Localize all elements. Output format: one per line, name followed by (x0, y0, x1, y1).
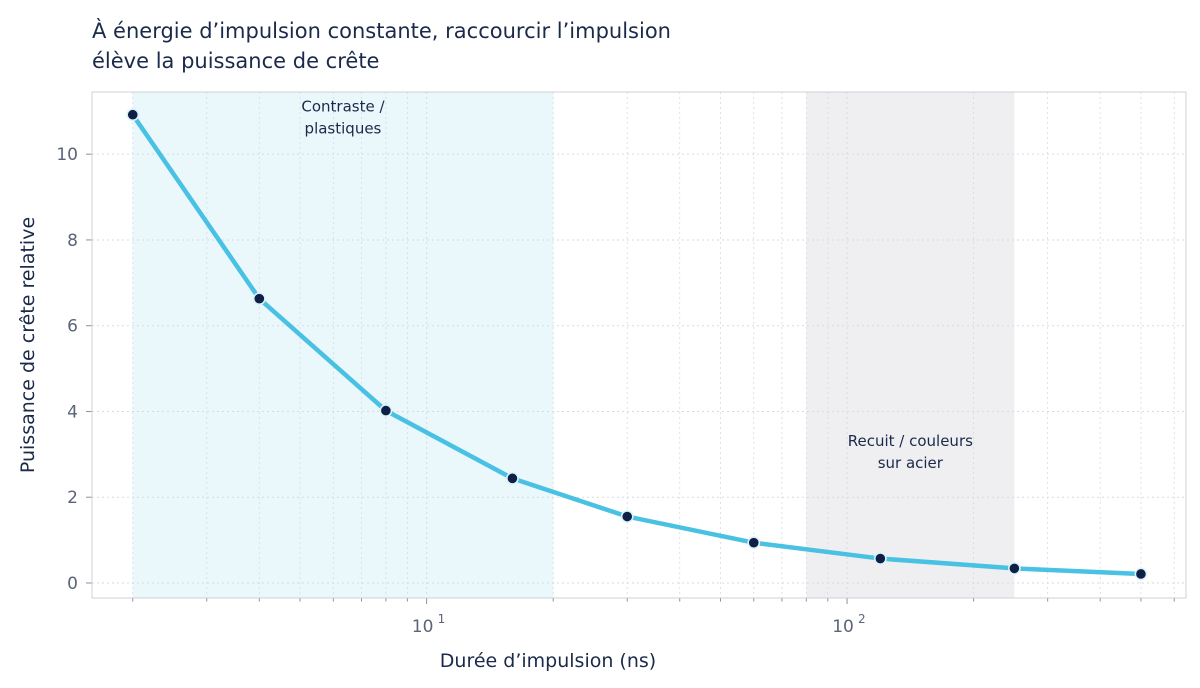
data-point (126, 108, 140, 122)
region-band-1 (806, 92, 1015, 598)
data-point (506, 471, 519, 485)
y-tick-label: 6 (67, 317, 78, 337)
y-axis-label: Puissance de crête relative (17, 217, 39, 473)
y-tick-label: 4 (67, 402, 78, 422)
data-point (1007, 562, 1021, 575)
region-band-0 (132, 92, 554, 598)
data-point (379, 404, 393, 418)
x-tick-label-exponent: 1 (438, 612, 446, 626)
data-point (747, 536, 761, 550)
y-tick-label: 2 (67, 488, 78, 508)
x-tick-label: 10 (832, 617, 854, 637)
region-label-1: Recuit / couleurs (848, 432, 973, 450)
x-tick-label-exponent: 2 (858, 612, 866, 626)
data-point (252, 292, 266, 306)
chart-title-line-2: élève la puissance de crête (92, 49, 380, 73)
region-label-0: plastiques (305, 119, 382, 137)
x-axis-label: Durée d’impulsion (ns) (440, 650, 656, 672)
y-tick-label: 8 (67, 231, 78, 251)
region-label-1: sur acier (878, 454, 944, 472)
chart-title-line-1: À énergie d’impulsion constante, raccour… (92, 19, 671, 43)
x-tick-label: 10 (412, 617, 434, 637)
data-point (1134, 567, 1148, 581)
data-point (620, 510, 634, 523)
y-tick-label: 10 (56, 145, 78, 165)
y-tick-label: 0 (67, 574, 78, 594)
data-point (873, 552, 887, 565)
plot-frame (91, 91, 1187, 599)
region-label-0: Contraste / (301, 97, 385, 115)
